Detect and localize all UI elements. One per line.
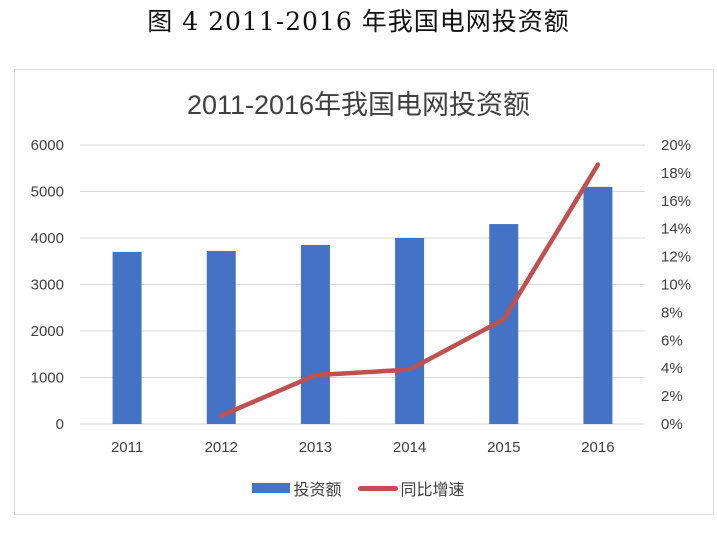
bar bbox=[395, 238, 425, 424]
y2-tick-label: 0% bbox=[661, 416, 683, 433]
chart-title: 2011-2016年我国电网投资额 bbox=[186, 90, 531, 120]
y-axis-left: 0 1000 2000 3000 4000 5000 6000 bbox=[31, 137, 64, 433]
y-axis-right: 0% 2% 4% 6% 8% 10% 12% 14% 16% 18% 20% bbox=[661, 137, 691, 433]
y2-tick-label: 14% bbox=[661, 221, 691, 238]
y2-tick-label: 6% bbox=[661, 332, 683, 349]
x-tick-label: 2013 bbox=[299, 439, 332, 456]
y2-tick-label: 16% bbox=[661, 193, 691, 210]
figure-caption: 图 4 2011-2016 年我国电网投资额 bbox=[147, 7, 570, 36]
y2-tick-label: 20% bbox=[661, 137, 691, 154]
legend-item-growth: 同比增速 bbox=[357, 476, 465, 500]
y2-tick-label: 10% bbox=[661, 277, 691, 294]
y2-tick-label: 12% bbox=[661, 249, 691, 266]
legend-label-growth: 同比增速 bbox=[400, 482, 465, 499]
x-tick-label: 2014 bbox=[393, 439, 426, 456]
y-tick-label: 2000 bbox=[31, 323, 64, 340]
y-tick-label: 5000 bbox=[31, 184, 64, 201]
x-tick-label: 2016 bbox=[581, 439, 614, 456]
y-tick-label: 6000 bbox=[31, 137, 64, 154]
legend-item-investment: 投资额 bbox=[252, 476, 342, 500]
bar bbox=[206, 251, 236, 424]
y-tick-label: 4000 bbox=[31, 230, 64, 247]
legend-label-investment: 投资额 bbox=[293, 482, 342, 499]
y-tick-label: 0 bbox=[56, 416, 64, 433]
line-swatch-icon bbox=[357, 485, 398, 491]
bar bbox=[112, 251, 142, 424]
y2-tick-label: 4% bbox=[661, 360, 683, 377]
x-axis: 2011 2012 2013 2014 2015 2016 bbox=[111, 439, 615, 456]
x-tick-label: 2011 bbox=[111, 439, 143, 456]
y2-tick-label: 8% bbox=[661, 304, 683, 321]
y2-tick-label: 2% bbox=[661, 388, 683, 405]
bar-swatch-icon bbox=[252, 483, 291, 493]
legend: 投资额 同比增速 bbox=[0, 476, 717, 500]
y-tick-label: 1000 bbox=[31, 370, 64, 387]
bar bbox=[583, 186, 613, 424]
line-series bbox=[219, 162, 601, 418]
x-tick-label: 2015 bbox=[487, 439, 520, 456]
y-tick-label: 3000 bbox=[31, 277, 64, 294]
growth-line bbox=[219, 162, 601, 418]
gridlines bbox=[80, 144, 645, 425]
x-tick-label: 2012 bbox=[205, 439, 238, 456]
bar bbox=[300, 244, 330, 424]
bar-series bbox=[112, 186, 613, 424]
y2-tick-label: 18% bbox=[661, 165, 691, 182]
